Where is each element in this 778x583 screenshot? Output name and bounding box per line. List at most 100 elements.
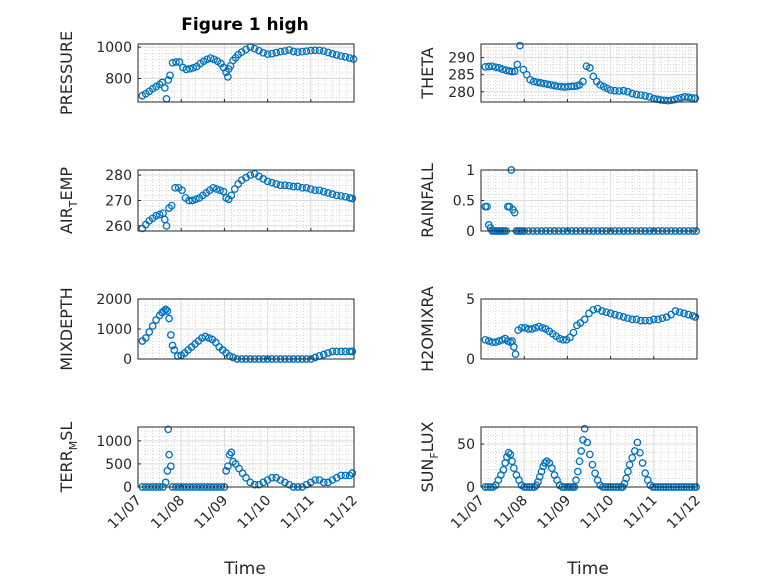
data-point bbox=[504, 448, 513, 457]
data-point bbox=[311, 186, 319, 195]
data-point bbox=[586, 64, 594, 72]
data-point bbox=[547, 81, 555, 89]
data-point bbox=[602, 308, 611, 317]
data-point bbox=[306, 185, 315, 193]
data-point bbox=[667, 96, 675, 105]
axes-box bbox=[137, 426, 355, 488]
data-point bbox=[289, 47, 298, 56]
data-point bbox=[188, 196, 197, 205]
subplot-7: 0 500 1000 11/07 11/08 11/09 11/10 11/11 11/12 TE… bbox=[57, 422, 361, 533]
data-point bbox=[528, 325, 536, 333]
data-point bbox=[166, 71, 174, 80]
data-point bbox=[324, 349, 332, 357]
data-point bbox=[484, 337, 493, 345]
data-point bbox=[624, 314, 632, 323]
data-point bbox=[255, 480, 263, 489]
y-tick-label: 290 bbox=[448, 51, 475, 67]
x-tick-label: 11/10 bbox=[235, 493, 275, 533]
data-point bbox=[569, 328, 578, 337]
data-point bbox=[606, 86, 615, 94]
data-point bbox=[671, 307, 680, 315]
data-point bbox=[337, 347, 345, 356]
data-point bbox=[606, 309, 615, 318]
y-axis-label-subscript: F bbox=[428, 452, 441, 458]
data-point bbox=[227, 191, 236, 200]
axes-box bbox=[480, 426, 698, 488]
y-tick-label: 1000 bbox=[96, 434, 132, 450]
axes-box bbox=[137, 43, 355, 103]
data-point bbox=[160, 84, 169, 92]
data-point bbox=[572, 476, 580, 484]
data-point bbox=[641, 92, 650, 100]
data-point bbox=[185, 64, 194, 73]
data-point bbox=[628, 89, 637, 98]
data-point bbox=[161, 305, 170, 314]
data-point bbox=[263, 177, 272, 186]
data-point bbox=[263, 50, 272, 59]
data-point bbox=[645, 316, 654, 325]
data-point bbox=[348, 469, 357, 478]
y-tick-label: 280 bbox=[448, 85, 475, 101]
data-point bbox=[250, 44, 259, 53]
data-point bbox=[632, 315, 641, 324]
y-axis-label-subscript: T bbox=[67, 200, 80, 208]
data-point bbox=[534, 478, 542, 486]
data-point bbox=[163, 307, 172, 315]
data-point bbox=[165, 314, 173, 323]
data-point bbox=[272, 48, 281, 57]
data-point bbox=[302, 47, 311, 56]
data-point bbox=[540, 79, 548, 88]
data-point bbox=[230, 185, 239, 193]
data-point bbox=[491, 338, 500, 347]
data-point bbox=[171, 183, 180, 192]
data-point bbox=[536, 79, 545, 87]
data-point bbox=[543, 80, 552, 89]
data-point bbox=[324, 189, 332, 197]
data-point bbox=[319, 187, 328, 196]
data-point bbox=[281, 47, 289, 55]
data-point bbox=[272, 180, 281, 188]
data-point bbox=[285, 480, 294, 489]
data-point bbox=[293, 182, 302, 191]
x-axis-label-right: Time bbox=[566, 559, 609, 579]
data-point bbox=[513, 60, 522, 69]
x-tick-label: 11/08 bbox=[491, 493, 531, 533]
y-tick-label: 0 bbox=[466, 480, 475, 496]
data-point bbox=[206, 54, 215, 62]
data-point bbox=[165, 450, 173, 459]
y-axis-label-part: SL bbox=[57, 422, 76, 441]
data-point bbox=[517, 323, 526, 332]
data-point bbox=[663, 96, 672, 105]
y-tick-label: 50 bbox=[457, 437, 475, 453]
data-point bbox=[276, 181, 285, 190]
data-point bbox=[638, 459, 647, 467]
data-point bbox=[591, 469, 599, 478]
data-point bbox=[533, 78, 542, 87]
data-point bbox=[641, 316, 650, 325]
data-point bbox=[189, 63, 198, 72]
data-point bbox=[337, 52, 345, 60]
data-point bbox=[341, 471, 350, 480]
data-point bbox=[567, 82, 576, 91]
data-point bbox=[222, 466, 230, 475]
data-point bbox=[580, 315, 589, 324]
data-point bbox=[204, 334, 213, 342]
data-point bbox=[348, 347, 357, 356]
y-axis-label: SUNFLUX bbox=[418, 421, 441, 492]
data-point bbox=[185, 196, 193, 205]
data-point bbox=[577, 447, 586, 455]
data-point bbox=[319, 47, 328, 55]
data-point bbox=[289, 182, 298, 191]
y-tick-label: 0.5 bbox=[453, 194, 475, 210]
data-point bbox=[488, 62, 497, 71]
data-point bbox=[615, 311, 624, 320]
data-point bbox=[268, 49, 276, 58]
data-point bbox=[499, 466, 508, 474]
data-point bbox=[268, 473, 276, 482]
data-point bbox=[511, 350, 520, 359]
data-point bbox=[628, 315, 637, 324]
data-point bbox=[341, 53, 350, 61]
data-point bbox=[175, 58, 184, 66]
data-point bbox=[160, 307, 168, 315]
